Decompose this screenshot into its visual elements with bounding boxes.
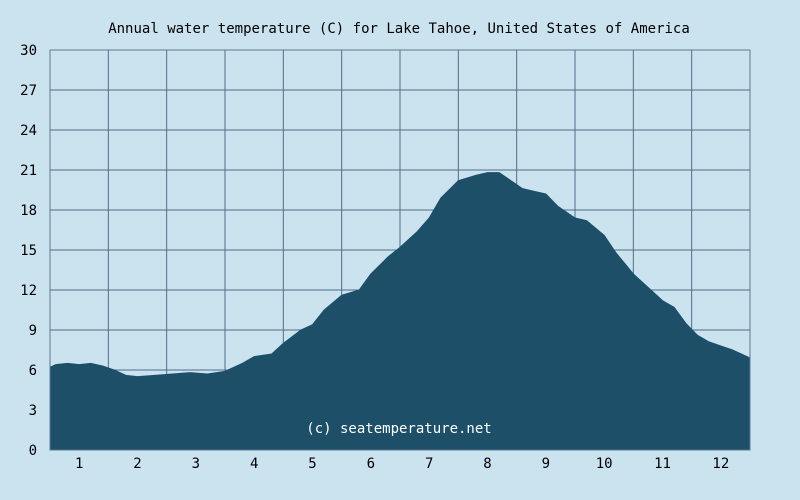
y-tick-label: 21: [20, 163, 37, 179]
x-tick-label: 2: [133, 456, 141, 472]
y-tick-label: 18: [20, 203, 37, 219]
x-tick-label: 8: [483, 456, 491, 472]
y-tick-label: 6: [29, 363, 37, 379]
x-tick-label: 1: [75, 456, 83, 472]
watermark-text: (c) seatemperature.net: [306, 421, 491, 437]
area-layer: [49, 172, 751, 451]
x-tick-label: 12: [712, 456, 729, 472]
y-tick-label: 9: [29, 323, 37, 339]
x-tick-label: 11: [654, 456, 671, 472]
x-tick-label: 7: [425, 456, 433, 472]
temperature-area: [49, 172, 751, 451]
x-tick-label: 5: [308, 456, 316, 472]
plot-frame: [49, 49, 751, 451]
x-tick-label: 10: [596, 456, 613, 472]
x-tick-label: 4: [250, 456, 258, 472]
y-tick-label: 24: [20, 123, 37, 139]
y-tick-label: 0: [29, 443, 37, 459]
y-tick-label: 3: [29, 403, 37, 419]
y-tick-label: 15: [20, 243, 37, 259]
x-tick-label: 3: [192, 456, 200, 472]
y-tick-label: 30: [20, 43, 37, 59]
x-tick-label: 6: [367, 456, 375, 472]
y-tick-label: 27: [20, 83, 37, 99]
chart-title: Annual water temperature (C) for Lake Ta…: [108, 21, 690, 37]
x-tick-label: 9: [542, 456, 550, 472]
y-tick-label: 12: [20, 283, 37, 299]
